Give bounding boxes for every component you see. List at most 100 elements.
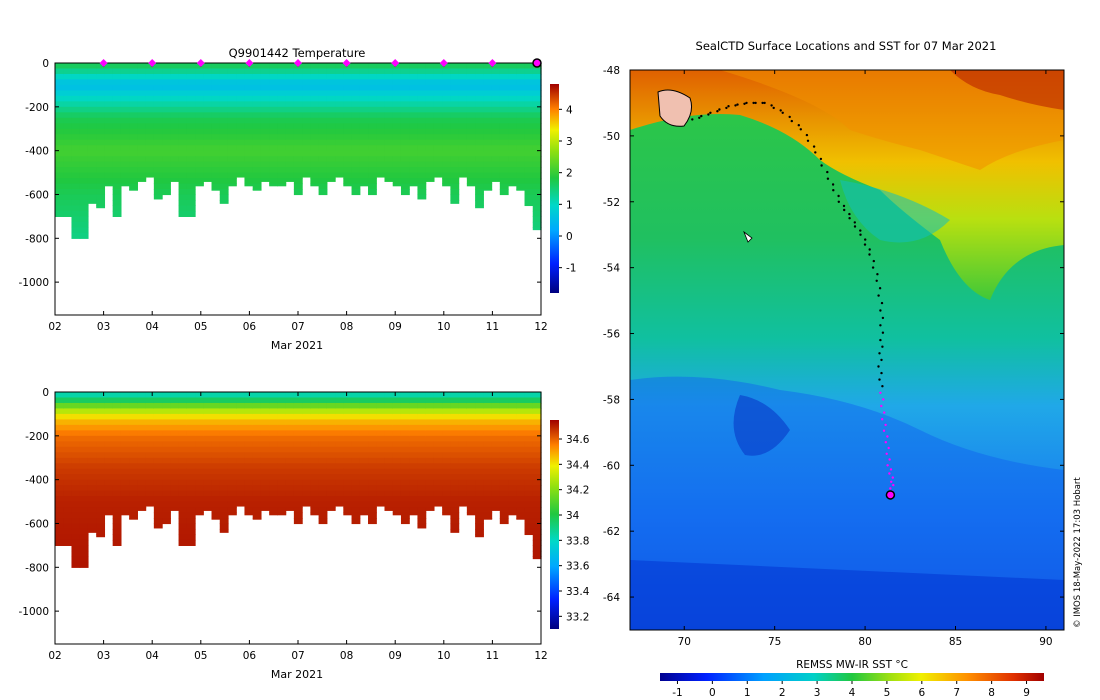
profile-cell xyxy=(359,402,369,410)
profile-cell xyxy=(516,167,526,174)
track-point xyxy=(832,189,835,192)
profile-cell xyxy=(293,117,303,124)
map-colorbar-tick-label: 0 xyxy=(709,687,716,699)
profile-cell xyxy=(442,479,451,486)
profile-cell xyxy=(433,134,443,141)
lat-tick-label: -54 xyxy=(603,263,620,275)
profile-cell xyxy=(219,117,229,124)
profile-cell xyxy=(318,161,328,168)
profile-cell xyxy=(104,479,114,486)
profile-cell xyxy=(302,150,311,157)
profile-cell xyxy=(112,507,122,514)
profile-cell xyxy=(186,457,196,464)
profile-cell xyxy=(145,501,155,507)
profile-cell xyxy=(491,424,501,431)
profile-cell xyxy=(63,468,73,475)
track-point xyxy=(781,111,784,115)
profile-cell xyxy=(162,490,171,497)
profile-cell xyxy=(211,145,221,152)
profile-cell xyxy=(260,68,270,75)
profile-cell xyxy=(417,457,427,464)
profile-cell xyxy=(63,397,73,404)
profile-cell xyxy=(318,402,328,410)
profile-cell xyxy=(335,490,344,497)
profile-cell xyxy=(417,523,427,529)
profile-cell xyxy=(442,413,451,420)
profile-cell xyxy=(417,501,427,508)
profile-cell xyxy=(96,452,106,459)
profile-cell xyxy=(71,161,81,168)
profile-cell xyxy=(260,413,270,420)
profile-cell xyxy=(425,123,435,130)
profile-cell xyxy=(87,106,97,113)
profile-cell xyxy=(219,90,229,97)
profile-cell xyxy=(195,150,204,157)
profile-cell xyxy=(475,79,484,86)
map-colorbar-tick-label: 7 xyxy=(953,687,960,699)
profile-cell xyxy=(433,167,443,174)
y-tick-label: -200 xyxy=(25,431,49,443)
profile-cell xyxy=(219,79,229,86)
profile-cell xyxy=(384,178,394,182)
profile-cell xyxy=(400,501,410,508)
profile-cell xyxy=(409,156,419,163)
profile-cell xyxy=(285,117,295,124)
y-tick-label: -1000 xyxy=(18,277,49,289)
colorbar-tick-label: 34 xyxy=(566,510,580,522)
profile-cell xyxy=(368,73,377,81)
profile-cell xyxy=(318,463,328,470)
profile-cell xyxy=(55,496,64,503)
profile-cell xyxy=(87,90,97,97)
profile-cell xyxy=(425,90,435,97)
profile-cell xyxy=(244,479,254,486)
profile-cell xyxy=(120,490,130,497)
profile-cell xyxy=(318,474,328,481)
profile-cell xyxy=(55,128,64,135)
track-point xyxy=(805,133,809,137)
profile-cell xyxy=(351,501,361,508)
profile-cell xyxy=(186,501,196,508)
profile-cell xyxy=(400,402,410,410)
profile-cell xyxy=(326,172,336,179)
profile-cell xyxy=(186,145,196,152)
profile-cell xyxy=(450,161,460,168)
profile-cell xyxy=(491,134,501,141)
profile-cell xyxy=(508,408,517,415)
profile-cell xyxy=(63,430,73,437)
profile-cell xyxy=(112,95,122,102)
profile-cell xyxy=(153,507,163,514)
profile-cell xyxy=(79,501,89,508)
profile-cell xyxy=(55,397,64,404)
profile-cell xyxy=(285,402,295,410)
profile-cell xyxy=(162,84,171,91)
profile-cell xyxy=(269,452,279,459)
profile-cell xyxy=(466,79,476,86)
profile-cell xyxy=(450,402,460,410)
profile-cell xyxy=(260,485,270,492)
profile-cell xyxy=(524,424,534,431)
profile-cell xyxy=(392,441,402,448)
profile-cell xyxy=(483,172,493,179)
profile-cell xyxy=(318,145,328,152)
profile-cell xyxy=(491,101,501,108)
profile-cell xyxy=(79,210,89,217)
profile-cell xyxy=(112,172,122,179)
profile-cell xyxy=(516,128,526,135)
profile-cell xyxy=(55,73,64,81)
profile-cell xyxy=(129,145,138,152)
profile-cell xyxy=(178,161,188,168)
profile-cell xyxy=(508,123,517,130)
profile-cell xyxy=(96,392,106,399)
profile-cell xyxy=(343,63,353,70)
profile-cell xyxy=(368,512,377,519)
profile-cell xyxy=(63,167,73,174)
profile-cell xyxy=(137,68,147,75)
profile-cell xyxy=(433,68,443,75)
profile-cell xyxy=(87,145,97,152)
profile-cell xyxy=(400,106,410,113)
profile-cell xyxy=(120,134,130,141)
profile-cell xyxy=(310,424,320,431)
profile-cell xyxy=(71,221,81,228)
profile-cell xyxy=(532,216,542,223)
profile-cell xyxy=(203,392,213,399)
